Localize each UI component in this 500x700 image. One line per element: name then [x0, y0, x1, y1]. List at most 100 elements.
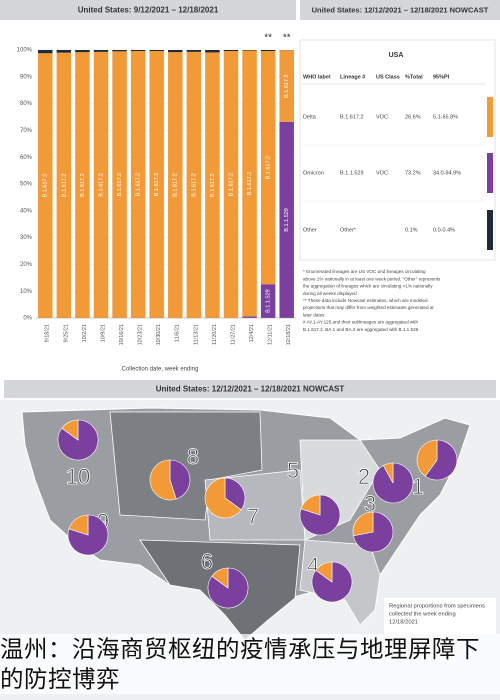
table-cell: 26.6% [405, 114, 421, 120]
bar-segment [242, 50, 257, 317]
bar-label: B.1.617.2 [98, 173, 104, 197]
table-cell: VOC [376, 170, 388, 176]
footnote: the aggregation of lineages which are ci… [303, 284, 433, 289]
y-tick-label: 10% [20, 289, 33, 295]
pie-slice [169, 459, 191, 500]
bar-segment [93, 50, 109, 52]
table-cell: VOC [376, 114, 388, 120]
bar-segment [223, 51, 239, 319]
bar-segment [56, 50, 72, 53]
table-cell: 0.0-0.4% [433, 227, 455, 233]
map-note: collected the week ending [389, 612, 456, 618]
table-cell: B.1.617.2 [340, 114, 364, 120]
table-cell: Omicron [303, 170, 324, 176]
footnote: above 1% nationally in at least one week… [303, 276, 441, 281]
x-tick-label: 9/18/21 [45, 324, 51, 342]
bar-label: B.1.617.2 [247, 172, 253, 196]
y-tick-label: 0% [23, 316, 32, 322]
pie-slice [424, 439, 458, 481]
bar-segment [186, 50, 202, 52]
bar-segment [260, 50, 276, 52]
bar-segment [130, 50, 146, 52]
y-tick-label: 60% [20, 155, 33, 161]
annotation: ** [283, 33, 291, 44]
pie-slice [300, 494, 321, 516]
table-cell: 34.0-94.9% [433, 170, 461, 176]
pie-slice [149, 459, 177, 501]
region-label: 7 [247, 504, 259, 529]
bar-label: B.1.617.2 [43, 174, 49, 198]
x-tick-label: 10/9/21 [100, 324, 106, 342]
nowcast-header [300, 0, 500, 20]
footnote: projections that may differ from weighte… [303, 305, 434, 310]
y-tick-label: 30% [20, 235, 33, 241]
legend-swatch [487, 153, 493, 193]
bar-label: B.1.617.2 [61, 174, 67, 198]
bar-label: B.1.617.2 [228, 173, 234, 197]
bar-segment [205, 52, 220, 319]
region-label: 1 [412, 474, 424, 499]
region-label: 3 [364, 491, 376, 516]
legend-swatch [487, 97, 493, 137]
pie-slice [315, 561, 333, 583]
pie-slice [211, 567, 229, 589]
x-axis-label: Collection date, week ending [122, 367, 199, 373]
y-tick-label: 50% [20, 182, 33, 188]
bar-label: B.1.617.2 [210, 173, 216, 197]
pie-slice [416, 439, 438, 477]
bar-segment [279, 121, 294, 318]
region-label: 6 [201, 549, 213, 574]
table-header: %Total [405, 74, 423, 80]
pie-slice [204, 477, 242, 519]
map-note-box [384, 598, 496, 634]
legend-swatch [487, 210, 493, 250]
table-cell: B.1.1.529 [340, 170, 364, 176]
bar-label: B.1.617.2 [266, 156, 272, 180]
bar-segment [260, 284, 276, 318]
table-cell: 0.1% [405, 227, 418, 233]
region-label: 10 [66, 464, 90, 489]
x-tick-label: 11/13/21 [193, 324, 199, 345]
bar-label: B.1.617.2 [173, 173, 179, 197]
nowcast-table [299, 39, 496, 261]
bar-segment [130, 51, 146, 319]
bar-label: B.1.617.2 [117, 173, 123, 197]
x-tick-label: 11/20/21 [212, 324, 218, 345]
y-tick-label: 40% [20, 208, 33, 214]
bar-segment [168, 52, 183, 318]
pie-slice [61, 419, 79, 441]
map-note: 12/18/2021 [389, 620, 418, 626]
bar-segment [186, 51, 202, 318]
x-tick-label: 11/6/21 [175, 324, 181, 342]
pie-slice [224, 477, 246, 511]
x-tick-label: 10/23/21 [138, 324, 144, 345]
bar-segment [149, 50, 164, 52]
x-tick-label: 9/25/21 [63, 324, 69, 342]
bar-segment [149, 51, 164, 319]
x-tick-label: 10/2/21 [82, 324, 88, 342]
table-cell: Delta [303, 114, 317, 120]
caption: 温州：沿海商贸枢纽的疫情承压与地理屏障下的防控博弈 [0, 634, 500, 694]
bar-segment [93, 51, 109, 318]
region-label: 5 [287, 458, 299, 483]
table-cell: 5.1-65.8% [433, 114, 458, 120]
table-header: US Class [376, 74, 400, 80]
table-header: WHO label [303, 74, 331, 80]
annotation: ** [264, 33, 272, 44]
table-cell: 73.2% [405, 170, 421, 176]
table-header: Lineage # [340, 74, 365, 80]
footnote: during all weeks displayed [303, 291, 357, 296]
y-tick-label: 80% [20, 101, 33, 107]
footnote: later dates [303, 312, 325, 317]
y-tick-label: 100% [17, 48, 33, 54]
bar-segment [279, 50, 294, 122]
table-header: 95%PI [433, 74, 450, 80]
map-note: Regional proportions from specimens [389, 604, 485, 610]
bar-label: B.1.1.529 [284, 208, 290, 232]
bar-segment [75, 52, 90, 318]
bar-segment [260, 51, 276, 285]
bar-segment [38, 53, 53, 318]
map-title: United States: 12/12/2021 – 12/18/2021 N… [156, 385, 345, 394]
